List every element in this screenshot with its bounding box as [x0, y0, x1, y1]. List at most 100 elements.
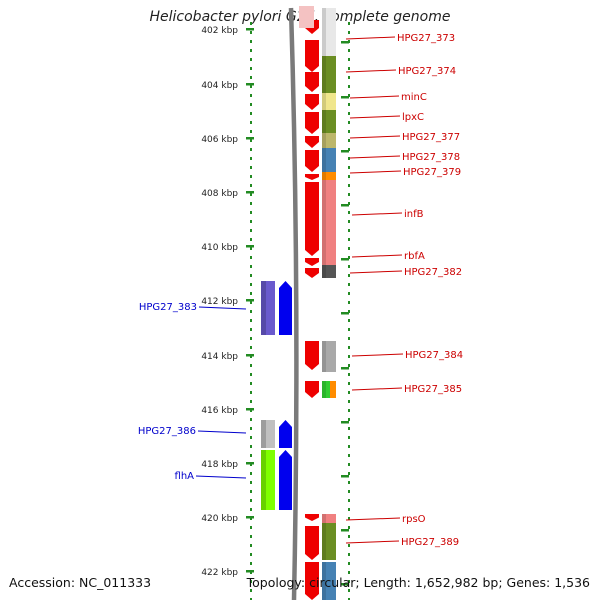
ruler-dot [250, 94, 252, 97]
gene-label-text: infB [404, 209, 424, 220]
ruler-dot [348, 337, 350, 340]
major-tick [341, 150, 349, 153]
ruler-dot [348, 310, 350, 313]
category-shade [322, 514, 326, 523]
category-block [322, 562, 336, 600]
category-shade [322, 133, 326, 148]
ruler-dot [348, 301, 350, 304]
leader-line [345, 69, 397, 73]
ruler-dot [250, 472, 252, 475]
ruler-dot [250, 67, 252, 70]
ruler-dot [250, 112, 252, 115]
ruler-tick-label: 422 kbp [201, 568, 238, 578]
ruler-dot [250, 139, 252, 142]
ruler-dot [250, 157, 252, 160]
gene-label-hpg27-379: HPG27_379 [349, 167, 461, 178]
gene-label-text: flhA [175, 471, 195, 482]
ruler-dot [250, 130, 252, 133]
leader-line [345, 36, 396, 40]
leader-line [345, 517, 401, 521]
ruler-dots-right [348, 22, 350, 600]
ruler-dot [250, 427, 252, 430]
gene-label-rbfa: rbfA [351, 251, 425, 262]
category-block [322, 341, 336, 372]
ruler-dot [348, 76, 350, 79]
major-tick [341, 475, 349, 478]
category-shade [322, 180, 326, 265]
gene-label-text: rbfA [404, 251, 425, 262]
leader-line [349, 95, 400, 99]
ruler-dot [348, 553, 350, 556]
major-tick [341, 41, 349, 44]
gene-arrow-plus [305, 174, 319, 180]
ruler-dot [348, 454, 350, 457]
gene-arrow-plus [305, 182, 319, 256]
gene-label-text: rpsO [402, 514, 426, 525]
ruler-tick-label: 420 kbp [201, 514, 238, 524]
ruler-dot [250, 211, 252, 214]
ruler-dot [250, 40, 252, 43]
category-shade [322, 172, 326, 180]
ruler-dot [250, 229, 252, 232]
ruler-dot [250, 310, 252, 313]
gene-label-hpg27-385: HPG27_385 [351, 384, 462, 395]
ruler-dot [250, 562, 252, 565]
genome-summary: Topology: circular; Length: 1,652,982 bp… [246, 575, 590, 590]
ruler-tick-label: 418 kbp [201, 460, 238, 470]
major-tick [246, 299, 254, 302]
ruler-dot [348, 409, 350, 412]
major-tick [246, 408, 254, 411]
ruler-dot [348, 490, 350, 493]
leader-line [345, 540, 400, 544]
ruler-dot [348, 229, 350, 232]
category-fill [322, 172, 336, 180]
genome-backbone [288, 7, 299, 600]
ruler-dot [348, 85, 350, 88]
category-fill [322, 265, 336, 278]
gene-label-hpg27-384: HPG27_384 [351, 350, 463, 361]
ruler-dot [250, 445, 252, 448]
ruler-dot [348, 193, 350, 196]
ruler-dot [348, 211, 350, 214]
ruler-dot [250, 58, 252, 61]
major-tick [246, 462, 254, 465]
ruler-dot [250, 247, 252, 250]
category-block [322, 514, 336, 523]
gene-arrow-plus [305, 526, 319, 560]
ruler-dot [348, 517, 350, 520]
ruler-dot [250, 382, 252, 385]
ruler-dot [348, 202, 350, 205]
ruler-dot [348, 247, 350, 250]
gene-label-infb: infB [351, 209, 424, 220]
gene-arrow-plus [305, 341, 319, 370]
gene-label-text: HPG27_382 [404, 267, 462, 278]
gene-label-minc: minC [349, 92, 427, 103]
leader-line [351, 387, 403, 391]
ruler-dot [250, 400, 252, 403]
minus-category-block [261, 420, 275, 448]
gene-label-flha: flhA [175, 471, 247, 482]
gene-arrow-minus [279, 281, 292, 335]
ruler-dot [348, 274, 350, 277]
category-shade [261, 281, 266, 335]
plus-category-track [322, 8, 336, 600]
ruler-dot [348, 112, 350, 115]
category-shade [322, 110, 326, 133]
ruler-dot [348, 544, 350, 547]
ruler-dot [250, 256, 252, 259]
ruler-dot [348, 256, 350, 259]
ruler-tick-label: 414 kbp [201, 352, 238, 362]
ruler-dot [348, 346, 350, 349]
ruler-dot [348, 436, 350, 439]
ruler-dot [250, 553, 252, 556]
ruler-dot [250, 31, 252, 34]
leader-line [349, 155, 401, 159]
major-tick [341, 421, 349, 424]
gene-label-hpg27-382: HPG27_382 [349, 267, 462, 278]
ruler-dot [250, 436, 252, 439]
gene-label-hpg27-389: HPG27_389 [345, 537, 459, 548]
ruler-dot [250, 337, 252, 340]
ruler-dot [348, 22, 350, 25]
category-fill [322, 562, 336, 600]
